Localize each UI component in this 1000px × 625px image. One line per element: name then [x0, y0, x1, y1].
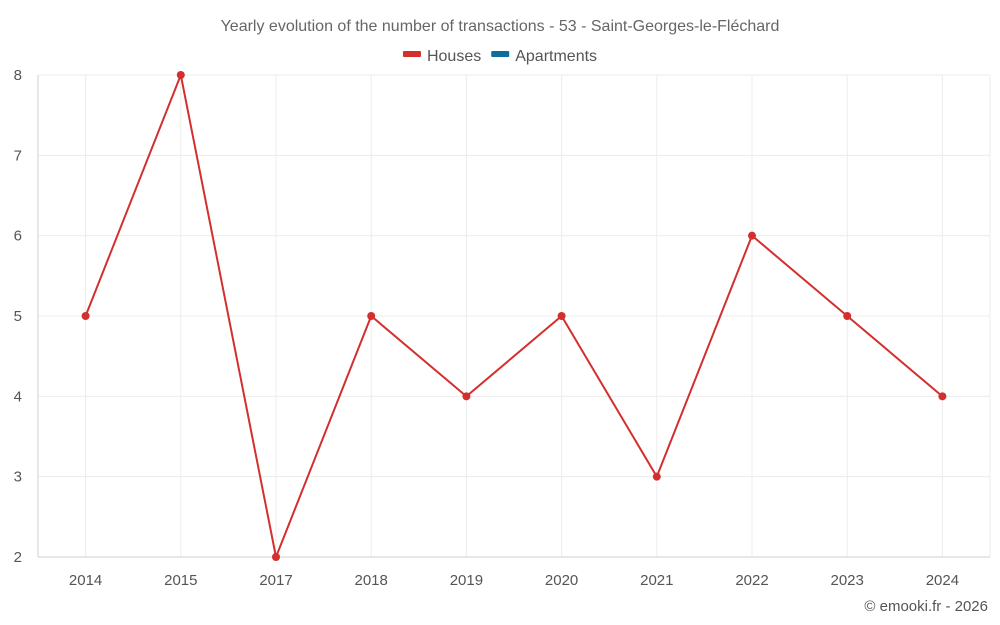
data-point[interactable]: [938, 392, 947, 401]
chart-title: Yearly evolution of the number of transa…: [221, 18, 780, 35]
data-point[interactable]: [652, 472, 661, 481]
data-point[interactable]: [81, 312, 90, 320]
y-tick-label: 2: [14, 549, 22, 566]
legend-label: Houses: [427, 48, 481, 65]
series-line-houses: [84, 74, 944, 558]
x-tick-label: 2019: [450, 572, 483, 589]
axes: 2 3 4 5 6 7 8 2014 2015 2017 2018 2019 2020 2021 2022 2…: [14, 67, 990, 589]
legend-swatch: [491, 51, 510, 57]
x-tick-label: 2017: [259, 572, 292, 589]
legend-swatch: [402, 51, 421, 57]
data-point[interactable]: [367, 312, 376, 320]
series-layer: [81, 71, 947, 561]
y-tick-label: 3: [14, 469, 22, 486]
data-point[interactable]: [748, 231, 756, 240]
legend-item-apartments[interactable]: Apartments: [491, 48, 597, 65]
data-point[interactable]: [557, 312, 566, 320]
credit-text: © emooki.fr - 2026: [864, 598, 988, 615]
x-tick-label: 2015: [164, 572, 197, 589]
y-tick-label: 7: [14, 147, 22, 164]
y-tick-label: 8: [14, 67, 22, 84]
x-tick-label: 2023: [831, 572, 864, 589]
y-tick-label: 4: [14, 388, 22, 405]
legend: Houses Apartments: [402, 48, 597, 65]
legend-item-houses[interactable]: Houses: [402, 48, 481, 65]
x-tick-label: 2020: [545, 572, 578, 589]
data-point[interactable]: [843, 312, 852, 320]
y-tick-label: 6: [14, 228, 22, 245]
data-point[interactable]: [272, 553, 280, 561]
x-tick-label: 2021: [640, 572, 673, 589]
x-tick-label: 2018: [355, 572, 388, 589]
x-tick-label: 2022: [735, 572, 768, 589]
x-tick-label: 2014: [69, 572, 102, 589]
y-tick-label: 5: [14, 308, 22, 325]
x-tick-label: 2024: [926, 572, 959, 589]
data-point[interactable]: [176, 71, 185, 79]
data-point[interactable]: [462, 392, 471, 401]
legend-label: Apartments: [515, 48, 597, 65]
